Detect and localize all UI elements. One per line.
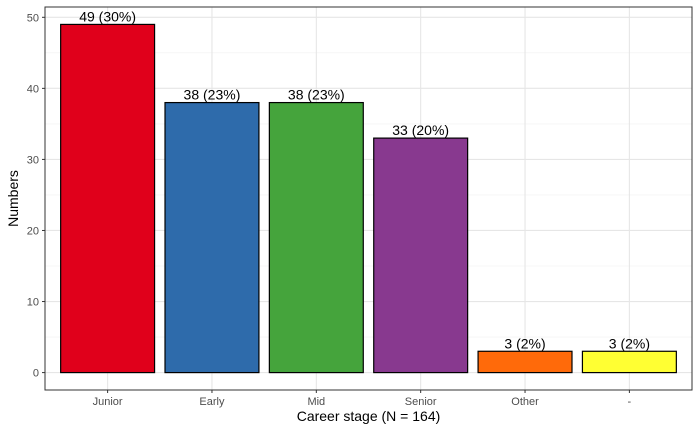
y-tick-label: 40 — [27, 83, 39, 95]
bar-2 — [268, 101, 364, 374]
data-label-layer: 49 (30%) 38 (23%) 38 (23%) 33 (20%) 3 (2%) 3 … — [79, 8, 650, 351]
x-tick-label: Junior — [93, 396, 123, 408]
bar-layer — [60, 23, 677, 374]
y-tick-label: 50 — [27, 12, 39, 24]
bar-data-label-1: 38 (23%) — [184, 87, 241, 103]
bar-0 — [60, 23, 156, 374]
y-axis: 0 10 20 30 40 50 — [27, 12, 45, 380]
panel-border — [44, 6, 693, 391]
bar-3 — [373, 137, 469, 374]
x-tick-label: Other — [511, 396, 539, 408]
bar-data-label-0: 49 (30%) — [79, 8, 136, 24]
y-tick-label: 20 — [27, 225, 39, 237]
x-axis: Junior Early Mid Senior Other - — [93, 390, 632, 408]
bar-data-label-4: 3 (2%) — [504, 335, 545, 351]
x-tick-label: Early — [199, 396, 225, 408]
y-tick-label: 0 — [33, 368, 39, 380]
bar-4 — [477, 350, 573, 374]
x-tick-label: Mid — [307, 396, 325, 408]
x-tick-label: Senior — [405, 396, 437, 408]
bar-1 — [164, 101, 260, 374]
y-axis-title: Numbers — [5, 170, 21, 227]
x-axis-title: Career stage (N = 164) — [297, 408, 441, 424]
y-tick-label: 30 — [27, 154, 39, 166]
bar-data-label-5: 3 (2%) — [609, 335, 650, 351]
bar-data-label-2: 38 (23%) — [288, 87, 345, 103]
bar-data-label-3: 33 (20%) — [392, 122, 449, 138]
x-tick-label: - — [628, 396, 632, 408]
bar-5 — [581, 350, 677, 374]
y-tick-label: 10 — [27, 297, 39, 309]
